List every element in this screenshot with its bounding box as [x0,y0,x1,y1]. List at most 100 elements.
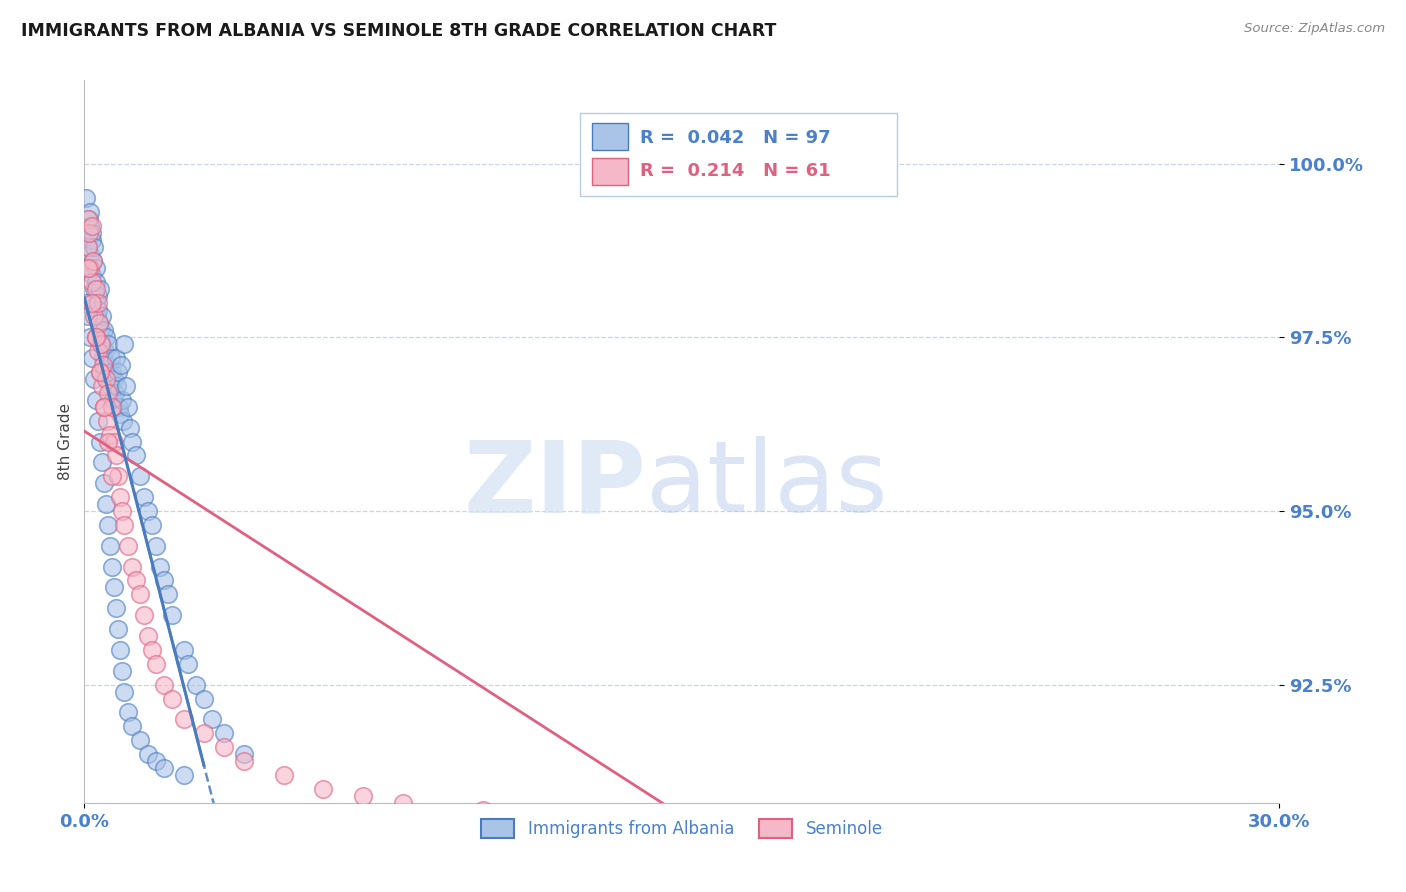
Point [312,781,335,796]
Point [105,379,128,393]
Point [110,643,132,657]
Point [97,337,120,351]
Point [79,260,101,275]
Point [790,823,813,838]
Point [149,559,172,574]
Point [77,226,100,240]
Point [949,838,972,852]
Point [173,713,195,727]
Point [107,469,129,483]
Point [115,379,138,393]
Point [82,253,104,268]
Point [132,608,156,623]
Point [89,434,111,449]
Point [96,497,118,511]
Point [82,351,104,366]
Point [98,365,121,379]
Legend: Immigrants from Albania, Seminole: Immigrants from Albania, Seminole [474,813,890,845]
Point [125,574,148,588]
Point [273,768,295,782]
Point [184,678,207,692]
Point [79,219,101,234]
Point [111,392,134,407]
Point [671,816,693,830]
Point [136,629,159,643]
Point [129,469,152,483]
Point [96,414,118,428]
Point [108,400,131,414]
Point [93,400,115,414]
Point [107,622,129,636]
Point [110,358,132,372]
Point [87,302,110,317]
Point [98,427,121,442]
Point [77,310,100,324]
Point [77,260,100,275]
Point [82,253,104,268]
Point [104,385,127,400]
Point [77,212,100,227]
Point [105,601,128,615]
Point [232,754,254,768]
Point [103,581,125,595]
Point [129,733,152,747]
Point [79,205,101,219]
Point [117,539,139,553]
Point [870,830,893,845]
Point [193,691,215,706]
Point [89,317,111,331]
Point [173,643,195,657]
Point [79,247,101,261]
Point [86,295,108,310]
Point [89,365,111,379]
Point [121,719,143,733]
Point [103,372,125,386]
Point [107,365,129,379]
Point [101,400,124,414]
Point [471,803,494,817]
Point [112,517,135,532]
Point [90,323,112,337]
Point [82,295,104,310]
Point [112,337,135,351]
Point [101,559,124,574]
Point [101,365,124,379]
Point [112,684,135,698]
FancyBboxPatch shape [592,123,628,151]
Text: ZIP: ZIP [463,436,647,533]
Point [97,517,120,532]
Point [89,365,111,379]
Point [93,365,115,379]
Point [153,574,176,588]
Point [201,713,224,727]
Point [80,233,103,247]
Point [86,275,108,289]
Point [77,240,100,254]
Point [117,706,139,720]
Point [112,414,135,428]
Point [153,761,176,775]
Point [177,657,200,671]
Point [86,310,108,324]
Point [145,754,167,768]
Text: R =  0.042   N = 97: R = 0.042 N = 97 [640,128,831,146]
Point [145,657,167,671]
Point [77,260,100,275]
Point [98,539,121,553]
Point [110,407,132,421]
Point [136,747,159,761]
Point [76,212,98,227]
Point [153,678,176,692]
Point [86,392,108,407]
Point [83,372,105,386]
Point [93,400,115,414]
Point [212,726,235,740]
Point [121,559,143,574]
Point [76,240,98,254]
Point [90,337,112,351]
Point [551,810,574,824]
Point [80,219,103,234]
Point [160,691,183,706]
Point [84,282,107,296]
Point [94,344,117,359]
